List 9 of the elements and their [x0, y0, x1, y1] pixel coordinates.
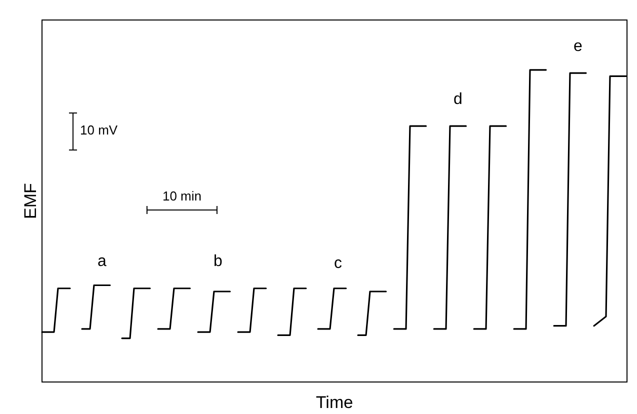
annotation: c [334, 255, 342, 272]
text: e [574, 38, 583, 56]
annotation: d [454, 91, 462, 108]
y-axis-title: EMF [21, 183, 40, 219]
x-axis-title: Time [316, 393, 354, 412]
annotation: 10 mV [80, 122, 118, 138]
annotation: b [214, 253, 223, 270]
annotation: 10 min [162, 188, 202, 204]
annotation: a [98, 253, 107, 270]
